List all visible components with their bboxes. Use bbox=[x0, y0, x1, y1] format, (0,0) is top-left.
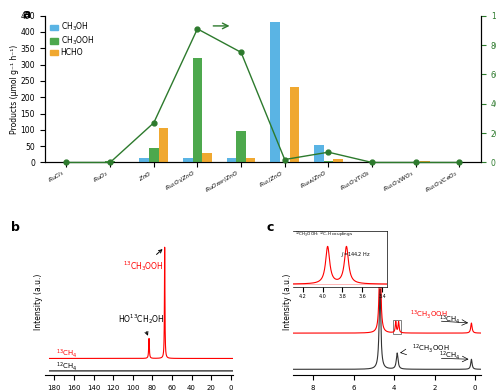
Text: $^{12}$CH$_4$: $^{12}$CH$_4$ bbox=[438, 350, 460, 362]
Y-axis label: Intensity (a.u.): Intensity (a.u.) bbox=[283, 274, 292, 330]
Bar bbox=[149, 148, 159, 163]
Text: a: a bbox=[23, 8, 31, 21]
Legend: CH$_3$OH, CH$_3$OOH, HCHO: CH$_3$OH, CH$_3$OOH, HCHO bbox=[49, 20, 96, 59]
Text: $^{12}$CH$_4$: $^{12}$CH$_4$ bbox=[57, 361, 78, 373]
Bar bbox=[227, 158, 236, 163]
Bar bbox=[270, 22, 280, 163]
Text: b: b bbox=[11, 221, 20, 234]
Bar bbox=[192, 58, 202, 163]
Text: $^{13}$CH$_4$: $^{13}$CH$_4$ bbox=[438, 313, 460, 326]
Bar bbox=[401, 162, 411, 163]
Text: $^{13}$CH$_3$OOH: $^{13}$CH$_3$OOH bbox=[123, 250, 164, 273]
Text: H$_2$O: H$_2$O bbox=[370, 240, 387, 252]
Bar bbox=[202, 152, 212, 163]
Text: HO$^{13}$CH$_2$OH: HO$^{13}$CH$_2$OH bbox=[118, 312, 165, 335]
Bar bbox=[290, 88, 299, 163]
Bar bbox=[314, 145, 323, 163]
Bar bbox=[393, 320, 401, 334]
Text: $^{12}$CH$_3$OOH: $^{12}$CH$_3$OOH bbox=[412, 343, 450, 355]
Text: $^{13}$CH$_4$: $^{13}$CH$_4$ bbox=[57, 348, 78, 361]
Bar bbox=[421, 161, 430, 163]
Bar bbox=[236, 131, 246, 163]
Bar bbox=[333, 159, 343, 163]
Bar bbox=[323, 161, 333, 163]
Y-axis label: Products (μmol g⁻¹ h⁻¹): Products (μmol g⁻¹ h⁻¹) bbox=[10, 45, 19, 134]
Text: c: c bbox=[267, 221, 274, 234]
Bar bbox=[246, 158, 255, 163]
Bar bbox=[159, 128, 168, 163]
Bar bbox=[105, 161, 115, 163]
Bar bbox=[139, 158, 149, 163]
Text: $^{13}$CH$_3$OOH: $^{13}$CH$_3$OOH bbox=[410, 308, 448, 321]
Y-axis label: Intensity (a.u.): Intensity (a.u.) bbox=[34, 274, 43, 330]
Bar bbox=[183, 158, 192, 163]
